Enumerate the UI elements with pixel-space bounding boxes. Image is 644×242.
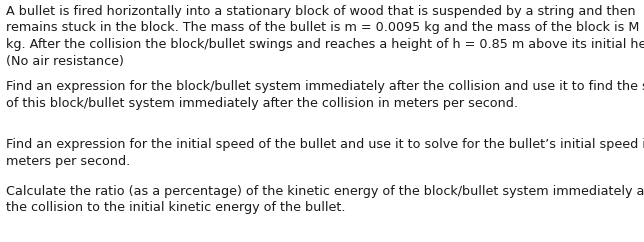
Text: Find an expression for the block/bullet system immediately after the collision a: Find an expression for the block/bullet … (6, 80, 644, 109)
Text: Find an expression for the initial speed of the bullet and use it to solve for t: Find an expression for the initial speed… (6, 138, 644, 167)
Text: A bullet is fired horizontally into a stationary block of wood that is suspended: A bullet is fired horizontally into a st… (6, 5, 644, 68)
Text: Calculate the ratio (as a percentage) of the kinetic energy of the block/bullet : Calculate the ratio (as a percentage) of… (6, 185, 644, 214)
